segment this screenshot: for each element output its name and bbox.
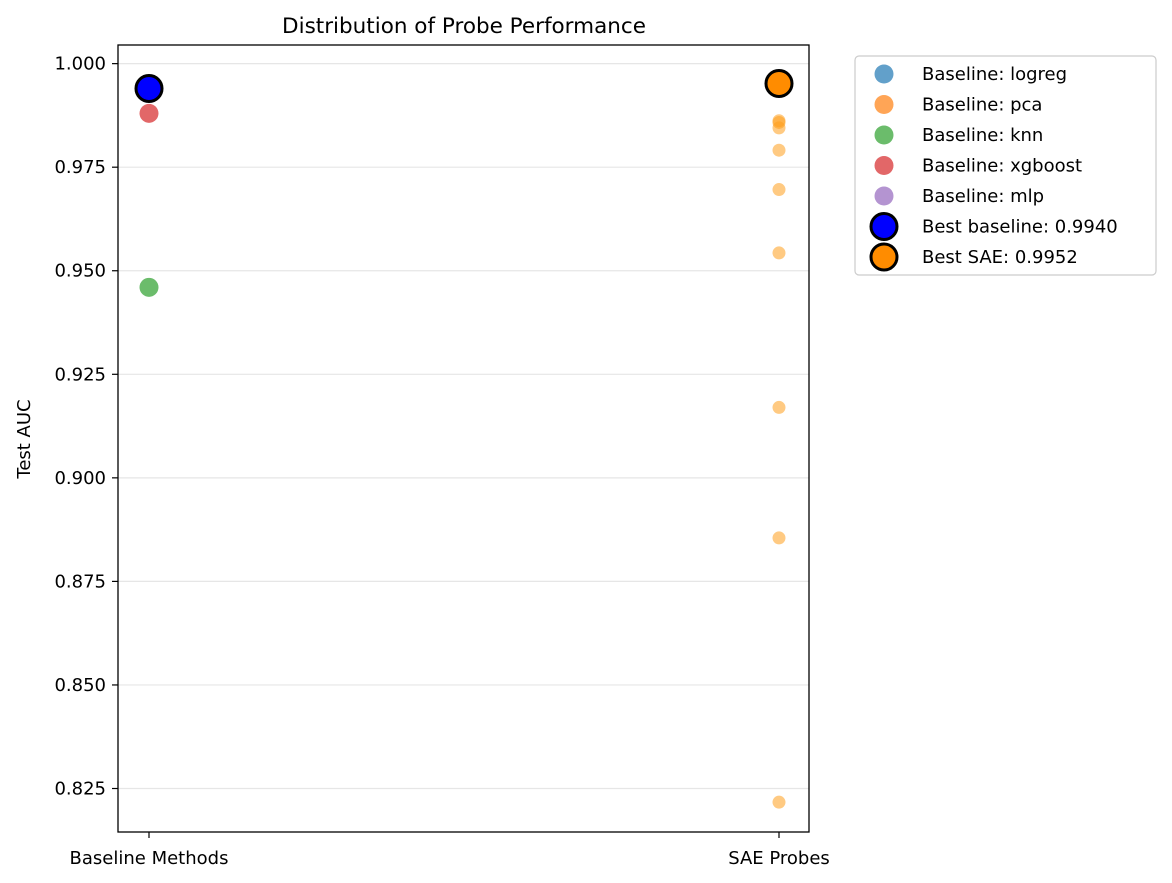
x-tick-label: SAE Probes (728, 848, 830, 869)
y-tick-label: 1.000 (54, 54, 106, 75)
legend-label: Baseline: knn (922, 125, 1043, 146)
legend-marker (869, 242, 899, 272)
legend-marker (874, 95, 894, 114)
legend-label: Baseline: xgboost (922, 156, 1082, 177)
legend-label: Baseline: pca (922, 95, 1042, 116)
x-tick-label: Baseline Methods (70, 848, 229, 869)
scatter-point (139, 277, 159, 297)
scatter-point (772, 143, 786, 157)
scatter-point (772, 531, 786, 545)
legend-marker (874, 186, 894, 206)
x-axis-ticks: Baseline Methods SAE Probes (70, 832, 830, 869)
y-axis-label: Test AUC (14, 399, 35, 479)
y-tick-label: 0.850 (54, 675, 106, 696)
data-points (134, 69, 794, 809)
scatter-point (772, 183, 786, 197)
scatter-point (772, 246, 786, 260)
chart-title: Distribution of Probe Performance (282, 14, 646, 39)
legend-label: Best baseline: 0.9940 (922, 217, 1118, 238)
y-tick-label: 0.900 (54, 468, 106, 489)
scatter-point (772, 121, 786, 135)
legend: Baseline: logreg Baseline: pca Baseline: k… (854, 55, 1157, 276)
legend-label: Baseline: logreg (922, 64, 1067, 85)
legend-marker (874, 125, 894, 145)
legend-marker (869, 212, 899, 241)
y-tick-label: 0.975 (54, 157, 106, 178)
y-tick-label: 0.875 (54, 571, 106, 592)
y-tick-label: 0.925 (54, 364, 106, 385)
legend-label: Baseline: mlp (922, 186, 1044, 207)
legend-marker (874, 64, 894, 84)
legend-frame (854, 55, 1157, 276)
best-point (134, 73, 164, 103)
scatter-point (139, 103, 159, 123)
best-point (764, 69, 794, 99)
scatter-point (772, 400, 786, 414)
grid-lines (118, 63, 809, 790)
scatter-point (772, 795, 786, 809)
y-tick-label: 0.950 (54, 261, 106, 282)
legend-marker (874, 156, 894, 175)
plot-frame (117, 44, 810, 833)
y-axis-ticks: 0.825 0.850 0.875 0.900 0.925 0.950 0.975 1.000 (54, 54, 118, 800)
y-tick-label: 0.825 (54, 779, 106, 800)
legend-label: Best SAE: 0.9952 (922, 247, 1078, 268)
